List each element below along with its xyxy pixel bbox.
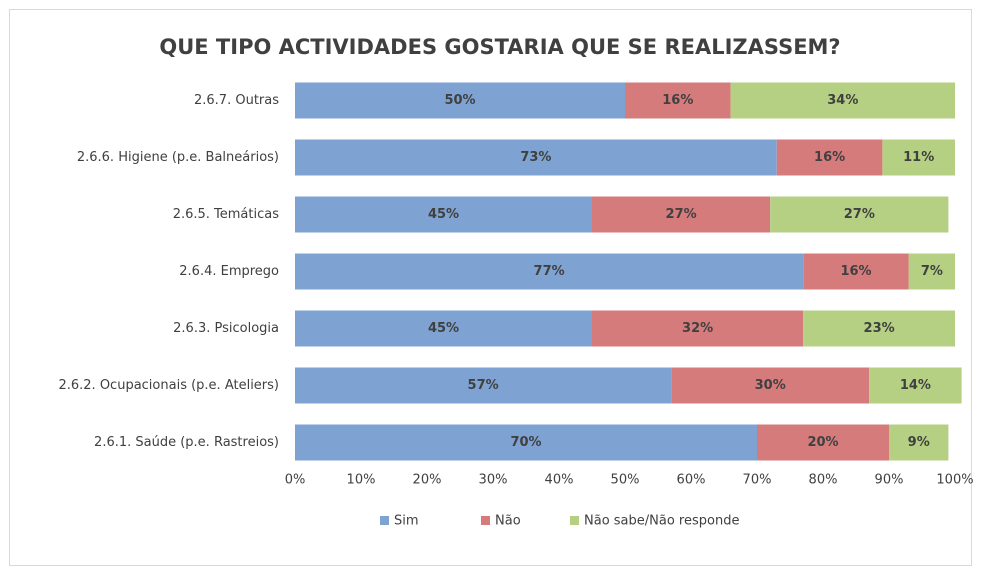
- bar-segment: [803, 253, 909, 290]
- value-label: 23%: [864, 321, 895, 336]
- value-label: 70%: [510, 435, 541, 450]
- legend-label: Não: [495, 514, 521, 529]
- bar-segment: [757, 424, 889, 461]
- value-label: 11%: [903, 150, 934, 165]
- value-label: 73%: [520, 150, 551, 165]
- legend-swatch: [570, 516, 579, 525]
- y-tick-label: 2.6.3. Psicologia: [173, 321, 279, 336]
- chart-title: QUE TIPO ACTIVIDADES GOSTARIA QUE SE REA…: [159, 35, 840, 59]
- x-tick-label: 20%: [413, 473, 442, 488]
- x-tick-label: 40%: [545, 473, 574, 488]
- x-tick-label: 80%: [809, 473, 838, 488]
- x-tick-label: 60%: [677, 473, 706, 488]
- bar-segment: [770, 196, 949, 233]
- x-tick-label: 30%: [479, 473, 508, 488]
- legend-label: Sim: [394, 514, 419, 529]
- value-label: 34%: [827, 93, 858, 108]
- value-label: 16%: [662, 93, 693, 108]
- value-label: 27%: [666, 207, 697, 222]
- bar-segment: [295, 139, 777, 176]
- y-tick-label: 2.6.5. Temáticas: [173, 207, 280, 222]
- bar-segment: [295, 310, 592, 347]
- x-tick-label: 70%: [743, 473, 772, 488]
- legend-swatch: [380, 516, 389, 525]
- value-label: 45%: [428, 207, 459, 222]
- bar-segment: [295, 196, 592, 233]
- bar-segment: [889, 424, 949, 461]
- value-label: 77%: [534, 264, 565, 279]
- value-label: 16%: [814, 150, 845, 165]
- value-label: 32%: [682, 321, 713, 336]
- bar-segment: [803, 310, 955, 347]
- x-tick-label: 50%: [611, 473, 640, 488]
- bar-segment: [730, 82, 955, 119]
- legend-swatch: [481, 516, 490, 525]
- value-label: 30%: [755, 378, 786, 393]
- legend-label: Não sabe/Não responde: [584, 514, 739, 529]
- value-label: 20%: [807, 435, 838, 450]
- y-tick-label: 2.6.1. Saúde (p.e. Rastreios): [94, 435, 279, 450]
- value-label: 14%: [900, 378, 931, 393]
- bar-segment: [869, 367, 962, 404]
- x-tick-label: 100%: [936, 473, 973, 488]
- y-tick-label: 2.6.7. Outras: [194, 93, 279, 108]
- bar-segment: [882, 139, 955, 176]
- bar-segment: [671, 367, 870, 404]
- value-label: 45%: [428, 321, 459, 336]
- value-label: 57%: [468, 378, 499, 393]
- y-tick-label: 2.6.4. Emprego: [179, 264, 279, 279]
- x-tick-label: 0%: [285, 473, 306, 488]
- bar-segment: [776, 139, 883, 176]
- value-label: 27%: [844, 207, 875, 222]
- bar-segment: [625, 82, 731, 119]
- bar-segment: [295, 253, 804, 290]
- value-label: 16%: [840, 264, 871, 279]
- bar-segment: [908, 253, 955, 290]
- bar-segment: [592, 310, 804, 347]
- x-tick-label: 10%: [347, 473, 376, 488]
- bar-segment: [295, 424, 757, 461]
- bar-segment: [295, 367, 672, 404]
- x-tick-label: 90%: [875, 473, 904, 488]
- bar-segment: [295, 82, 625, 119]
- y-tick-label: 2.6.2. Ocupacionais (p.e. Ateliers): [58, 378, 279, 393]
- value-label: 9%: [908, 435, 930, 450]
- y-tick-label: 2.6.6. Higiene (p.e. Balneários): [77, 150, 279, 165]
- bar-segment: [592, 196, 771, 233]
- value-label: 50%: [444, 93, 475, 108]
- value-label: 7%: [921, 264, 943, 279]
